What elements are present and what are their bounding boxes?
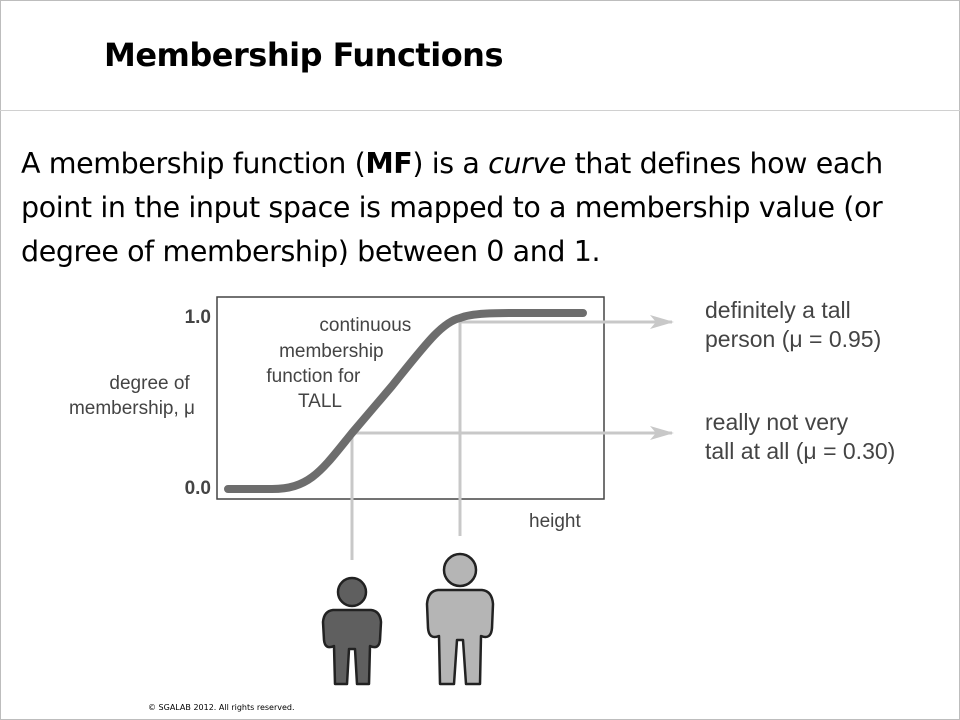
curve-label-line-3: function for <box>266 366 361 387</box>
curve-label-line-4: TALL <box>298 391 342 412</box>
guide-lines <box>350 315 674 560</box>
annotation-not-tall-line-1: really not very <box>705 409 849 435</box>
curve-label: continuous membership function for TALL <box>266 315 416 412</box>
curve-label-line-2: membership <box>279 341 384 362</box>
body-paragraph: A membership function (MF) is a curve th… <box>21 142 946 274</box>
body-term-mf: MF <box>365 147 413 180</box>
annotation-not-tall: really not very tall at all (μ = 0.30) <box>705 409 895 464</box>
tall-person-icon <box>425 552 495 686</box>
y-axis-label-line-1: degree of <box>109 373 190 394</box>
y-tick-0: 0.0 <box>185 478 211 499</box>
body-text-part-3: that defines how each point in the input… <box>21 147 883 268</box>
y-axis-label-line-2: membership, μ <box>69 398 195 419</box>
annotation-tall-line-1: definitely a tall <box>705 297 851 323</box>
annotation-tall-person: definitely a tall person (μ = 0.95) <box>705 297 881 352</box>
membership-curve <box>224 309 587 493</box>
title-divider <box>0 110 960 111</box>
annotation-not-tall-line-2: tall at all (μ = 0.30) <box>705 438 895 464</box>
annotation-tall-line-2: person (μ = 0.95) <box>705 326 881 352</box>
body-text-part-1: A membership function ( <box>21 147 366 180</box>
body-emphasis-curve: curve <box>488 147 566 180</box>
plot-frame <box>216 296 605 500</box>
copyright-notice: © SGALAB 2012. All rights reserved. <box>148 703 295 712</box>
x-axis-label: height <box>529 511 581 532</box>
short-person-icon <box>321 576 383 686</box>
y-axis-label: degree of membership, μ <box>69 373 195 419</box>
curve-label-line-1: continuous <box>319 315 411 336</box>
body-text-part-2: ) is a <box>412 147 489 180</box>
y-tick-1: 1.0 <box>185 307 211 328</box>
slide-title: Membership Functions <box>104 36 504 74</box>
